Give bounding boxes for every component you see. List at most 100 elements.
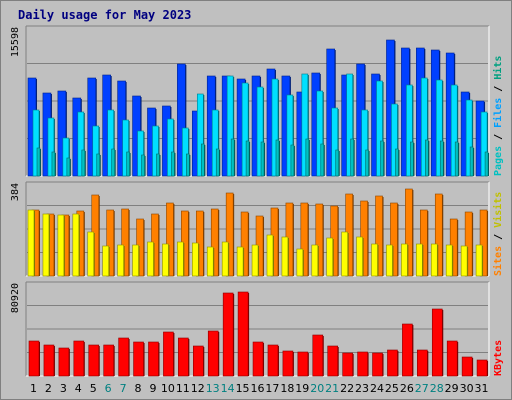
bar-sites [311,244,319,277]
bar-pages [380,140,384,177]
bar-kbytes [148,341,159,377]
bar-sites [371,243,378,277]
bar-pages [425,139,429,177]
bar-files [406,84,413,177]
side-legend-sites-visits: Sites / Visits [492,192,504,276]
x-tick-label: 30 [460,382,474,395]
bar-pages [245,140,250,177]
panel-kbytes: 80920 KBytes [10,281,504,377]
bar-kbytes [237,291,249,377]
bar-kbytes [476,359,488,377]
x-tick-label: 21 [325,382,339,395]
x-tick-label: 15 [236,382,250,395]
bar-sites [87,231,95,277]
bar-files [480,111,488,177]
bar-visits [464,211,473,277]
bar-hits [177,63,186,177]
side-legend: Pages / Files / Hits [492,56,504,176]
x-tick-label: 12 [191,382,205,395]
bar-files [241,82,249,177]
bar-files [137,130,144,177]
x-tick-label: 22 [340,382,354,395]
bar-files [301,73,309,177]
x-tick-label: 29 [445,382,459,395]
x-tick-label: 8 [135,382,142,395]
side-legend-kbytes: KBytes [493,340,504,376]
x-tick-label: 28 [430,382,444,395]
side-legend-separator: / [493,80,504,98]
bar-files [182,127,189,177]
bar-kbytes [431,308,443,377]
bar-pages [96,153,101,177]
bar-sites [221,241,229,277]
x-tick-label: 5 [90,382,97,395]
bar-visits [240,211,249,277]
bar-pages [36,147,41,177]
bar-pages [66,157,71,177]
bar-sites [416,243,423,277]
bar-sites [132,244,139,277]
bar-kbytes [372,352,383,377]
bar-visits [106,209,114,277]
bar-files [122,119,129,177]
x-tick-label: 9 [149,382,156,395]
bar-pages [320,143,325,177]
bar-visits [225,192,234,277]
bar-pages [290,144,295,177]
bar-sites [460,245,468,277]
bar-files [376,80,383,177]
bar-files [286,94,294,177]
bar-sites [386,244,393,277]
bar-files [32,109,40,177]
x-axis-ticks: 1 2 3 4 5 6 7 8 9 10 11 12 13 14 15 16 17 18 19 20 21 22 23 24 2… [30,382,489,395]
series-sites [27,209,484,277]
bar-hits [57,90,67,177]
bar-sites [296,248,304,277]
bar-sites [236,246,244,277]
bar-pages [365,149,369,177]
x-tick-label: 6 [105,382,112,395]
x-tick-label: 3 [60,382,67,395]
bar-visits [405,188,413,277]
bar-pages [171,151,175,177]
bar-kbytes [58,347,70,377]
bar-pages [126,151,130,177]
side-legend-sites: Sites [492,246,504,276]
chart-panels: 15598 Pages / Files / Hits 384 Sites / Visi… [10,25,504,377]
bar-visits [210,208,219,277]
y-tick-label: 80920 [10,283,21,313]
bar-sites [266,234,274,277]
bar-files [361,109,368,177]
bar-kbytes [282,350,294,377]
bar-kbytes [163,331,174,377]
x-tick-label: 7 [120,382,127,395]
side-legend-pages: Pages [493,146,504,176]
bar-visits [315,203,324,277]
x-tick-label: 13 [206,382,220,395]
x-tick-label: 27 [415,382,429,395]
bar-pages [200,143,205,177]
bar-kbytes [267,344,279,377]
bar-pages [350,138,354,177]
x-tick-label: 4 [75,382,82,395]
chart-title: Daily usage for May 2023 [18,8,191,22]
bar-pages [469,146,474,177]
bar-files [107,109,114,177]
bar-visits [434,193,443,277]
series-files [32,73,489,177]
bar-visits [375,195,383,277]
bar-files [62,137,70,177]
bar-sites [177,241,184,277]
x-tick-label: 19 [295,382,309,395]
bar-kbytes [461,356,473,377]
x-tick-label: 10 [161,382,175,395]
bar-sites [191,242,199,277]
bar-kbytes [118,337,129,377]
bar-kbytes [327,345,339,377]
bar-sites [147,241,154,277]
bar-visits [300,202,309,277]
bar-files [435,79,443,177]
bar-files [196,93,204,177]
x-tick-label: 1 [30,382,37,395]
